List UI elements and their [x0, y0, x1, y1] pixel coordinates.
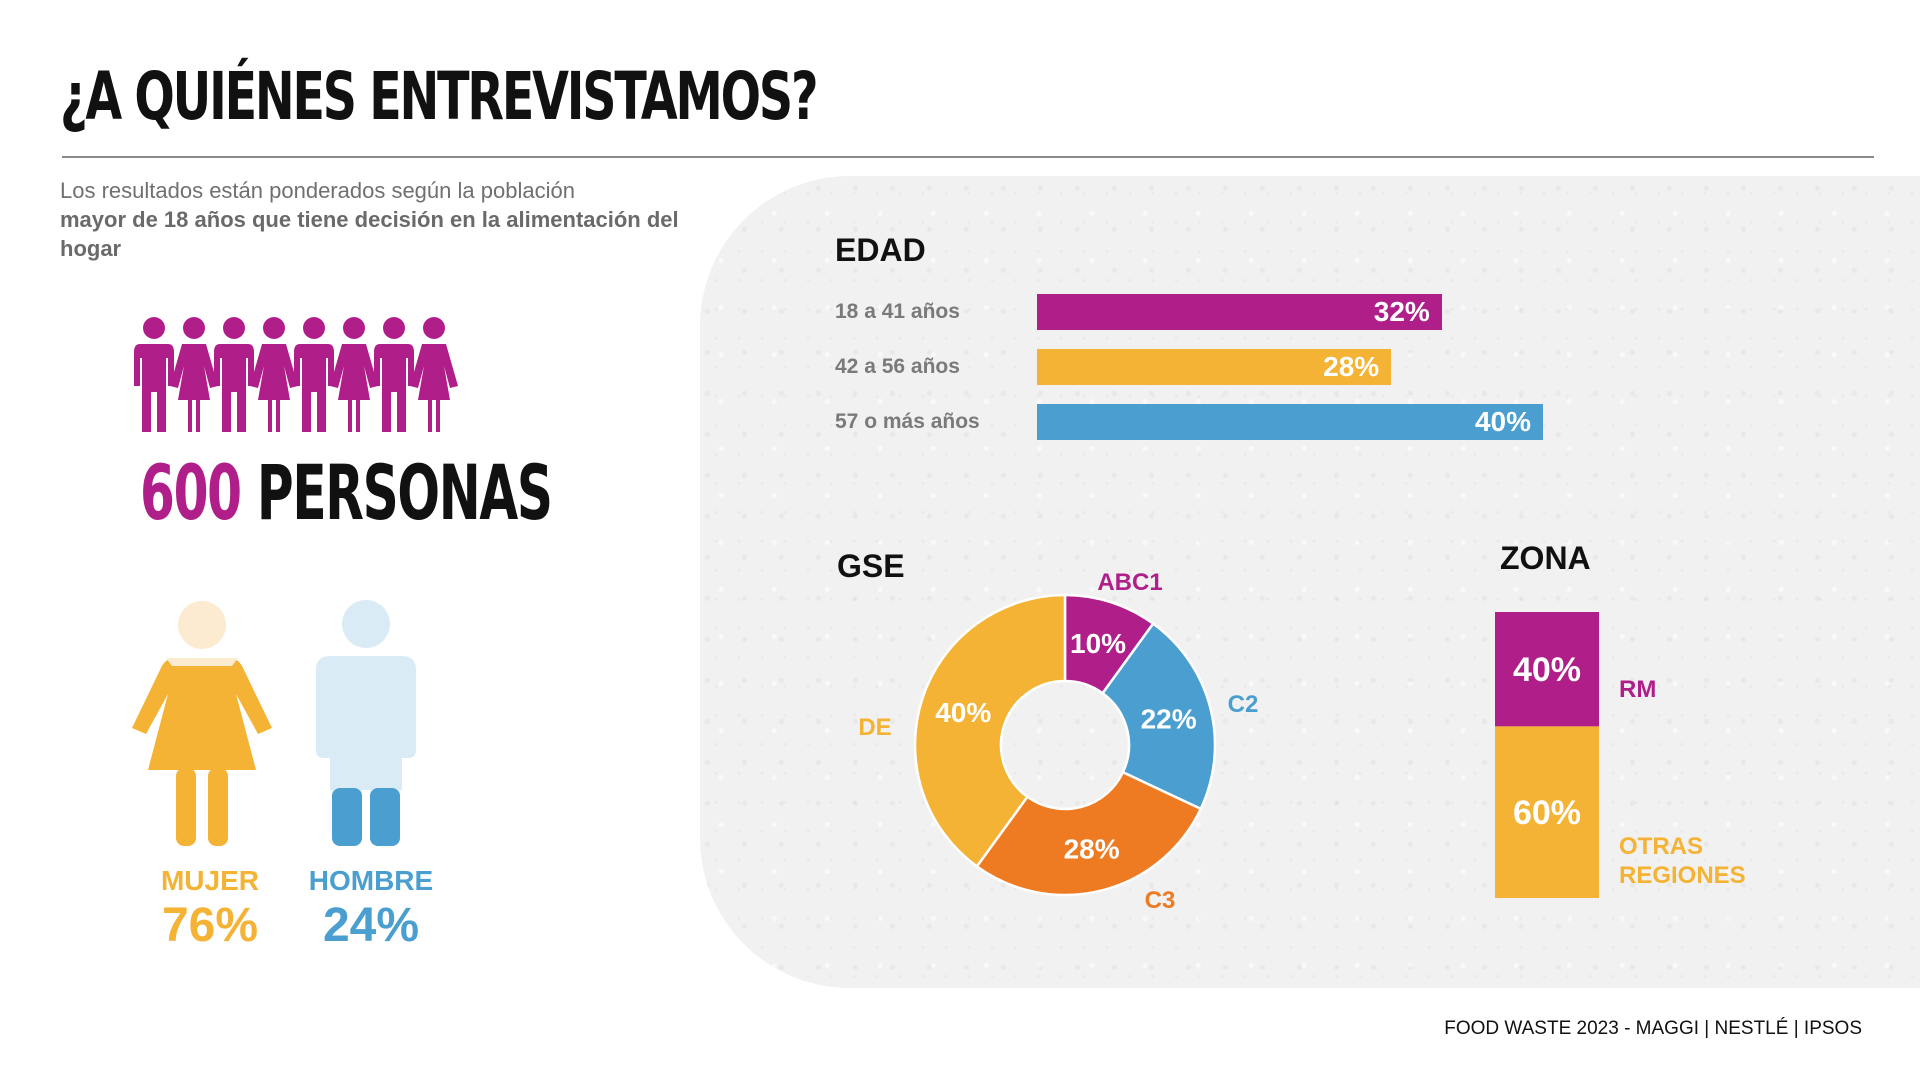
people-icons [134, 317, 458, 432]
gse-slice-value: 28% [1064, 834, 1120, 865]
zona-category-label: REGIONES [1619, 862, 1746, 889]
subtitle-line: Los resultados están ponderados según la… [60, 178, 575, 203]
subtitle: Los resultados están ponderados según la… [60, 176, 740, 263]
person-icon [214, 317, 254, 432]
edad-category-1: 18 a 41 años [835, 300, 960, 323]
gse-slice-value: 22% [1141, 703, 1197, 734]
sample-size: 600 PERSONAS [140, 448, 553, 537]
person-icon [410, 317, 458, 432]
sample-word: PERSONAS [256, 448, 553, 537]
edad-title: EDAD [835, 232, 926, 268]
edad-bar-1-label: 32% [1373, 296, 1430, 327]
mujer-value: 76% [161, 899, 259, 952]
person-icon [250, 317, 298, 432]
edad-bar-1: 32% [1037, 294, 1442, 330]
edad-bar-3-label: 40% [1474, 406, 1531, 437]
person-icon [134, 317, 174, 432]
gse-category-label: ABC1 [1097, 569, 1162, 596]
edad-bar-3: 40% [1037, 404, 1543, 440]
zona-segment [1495, 612, 1599, 727]
title-divider [62, 156, 1874, 158]
page-title: ¿A QUIÉNES ENTREVISTAMOS? [60, 58, 819, 135]
gse-slice-value: 40% [935, 697, 991, 728]
woman-icon [132, 601, 272, 846]
zona-segment-value: 40% [1513, 651, 1581, 689]
zona-category-label: RM [1619, 676, 1656, 703]
zona-category-label: OTRAS [1619, 833, 1703, 860]
person-icon [330, 317, 378, 432]
subtitle-bold: mayor de 18 años que tiene decisión en l… [60, 207, 679, 261]
sample-number: 600 [140, 448, 242, 537]
edad-bar-2-label: 28% [1323, 351, 1380, 382]
man-icon [316, 600, 416, 846]
gse-donut-chart: 10% ABC1 22% C2 28% C3 40% DE [858, 569, 1259, 914]
hombre-label: HOMBRE [308, 865, 434, 896]
hombre-value: 24% [322, 899, 420, 952]
person-icon [294, 317, 334, 432]
gse-category-label: C3 [1145, 887, 1176, 914]
edad-bar-2: 28% [1037, 349, 1392, 385]
edad-category-2: 42 a 56 años [835, 355, 960, 378]
zona-segment-value: 60% [1513, 794, 1581, 832]
gse-slice-c3 [975, 770, 1203, 897]
footer-credit: FOOD WASTE 2023 - MAGGI | NESTLÉ | IPSOS [1444, 1018, 1862, 1039]
zona-segment [1495, 726, 1599, 898]
person-icon [374, 317, 414, 432]
person-icon [170, 317, 218, 432]
edad-category-3: 57 o más años [835, 410, 980, 433]
gse-slice-c2 [1100, 621, 1217, 811]
gse-category-label: DE [858, 714, 891, 741]
gse-title: GSE [837, 548, 905, 584]
gse-slice-value: 10% [1070, 628, 1126, 659]
zona-title: ZONA [1500, 540, 1591, 576]
mujer-label: MUJER [160, 865, 259, 896]
gse-category-label: C2 [1228, 691, 1259, 718]
gse-slice-de [913, 593, 1067, 869]
